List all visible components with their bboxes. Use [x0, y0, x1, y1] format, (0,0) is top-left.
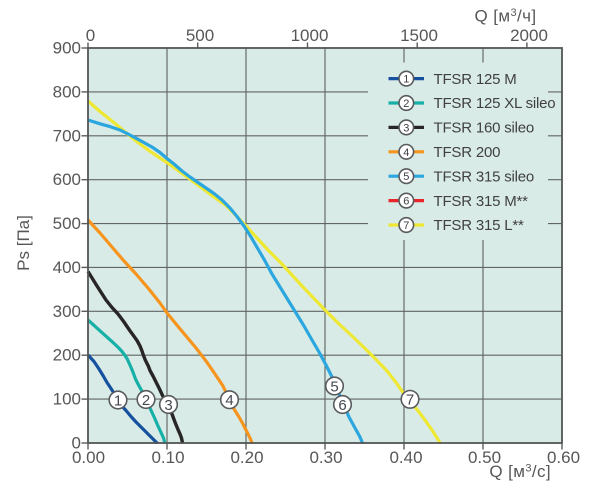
svg-text:7: 7: [406, 392, 414, 409]
svg-text:0.50: 0.50: [468, 448, 501, 467]
svg-text:500: 500: [53, 214, 81, 233]
svg-text:900: 900: [53, 39, 81, 58]
svg-text:Ps [Па]: Ps [Па]: [14, 215, 33, 271]
svg-text:2: 2: [142, 392, 150, 409]
svg-text:100: 100: [53, 390, 81, 409]
svg-text:TFSR 315 sileo: TFSR 315 sileo: [434, 168, 535, 185]
svg-text:600: 600: [53, 170, 81, 189]
svg-text:Q [м3/c]: Q [м3/c]: [489, 462, 551, 481]
svg-text:0.10: 0.10: [151, 448, 184, 467]
svg-text:1000: 1000: [291, 26, 329, 45]
svg-text:0: 0: [72, 434, 81, 453]
svg-text:TFSR 125 XL sileo: TFSR 125 XL sileo: [434, 95, 556, 112]
svg-text:5: 5: [403, 171, 409, 183]
svg-text:800: 800: [53, 82, 81, 101]
svg-text:TFSR 315 M**: TFSR 315 M**: [434, 193, 529, 210]
svg-text:2000: 2000: [510, 26, 548, 45]
svg-text:0.20: 0.20: [230, 448, 263, 467]
svg-text:1: 1: [114, 392, 122, 409]
svg-text:6: 6: [338, 397, 346, 414]
svg-text:7: 7: [403, 220, 409, 232]
svg-text:0.00: 0.00: [72, 448, 105, 467]
svg-text:0.40: 0.40: [389, 448, 422, 467]
svg-text:400: 400: [53, 258, 81, 277]
svg-text:3: 3: [403, 122, 409, 134]
svg-text:0.60: 0.60: [547, 448, 580, 467]
svg-text:700: 700: [53, 126, 81, 145]
svg-text:Q [м3/ч]: Q [м3/ч]: [474, 6, 536, 25]
svg-text:5: 5: [330, 378, 338, 395]
svg-text:1500: 1500: [400, 26, 438, 45]
svg-text:0: 0: [86, 26, 95, 45]
svg-text:TFSR 160 sileo: TFSR 160 sileo: [434, 120, 535, 137]
svg-text:TFSR 200: TFSR 200: [434, 144, 501, 161]
svg-text:4: 4: [225, 392, 233, 409]
svg-text:4: 4: [403, 147, 409, 159]
svg-text:3: 3: [164, 397, 172, 414]
svg-text:200: 200: [53, 346, 81, 365]
svg-text:300: 300: [53, 302, 81, 321]
svg-text:TFSR 125 M: TFSR 125 M: [434, 71, 517, 88]
svg-text:0.30: 0.30: [309, 448, 342, 467]
svg-text:500: 500: [186, 26, 214, 45]
svg-text:1: 1: [403, 74, 409, 86]
svg-text:2: 2: [403, 98, 409, 110]
svg-text:6: 6: [403, 196, 409, 208]
svg-text:TFSR 315 L**: TFSR 315 L**: [434, 217, 525, 234]
